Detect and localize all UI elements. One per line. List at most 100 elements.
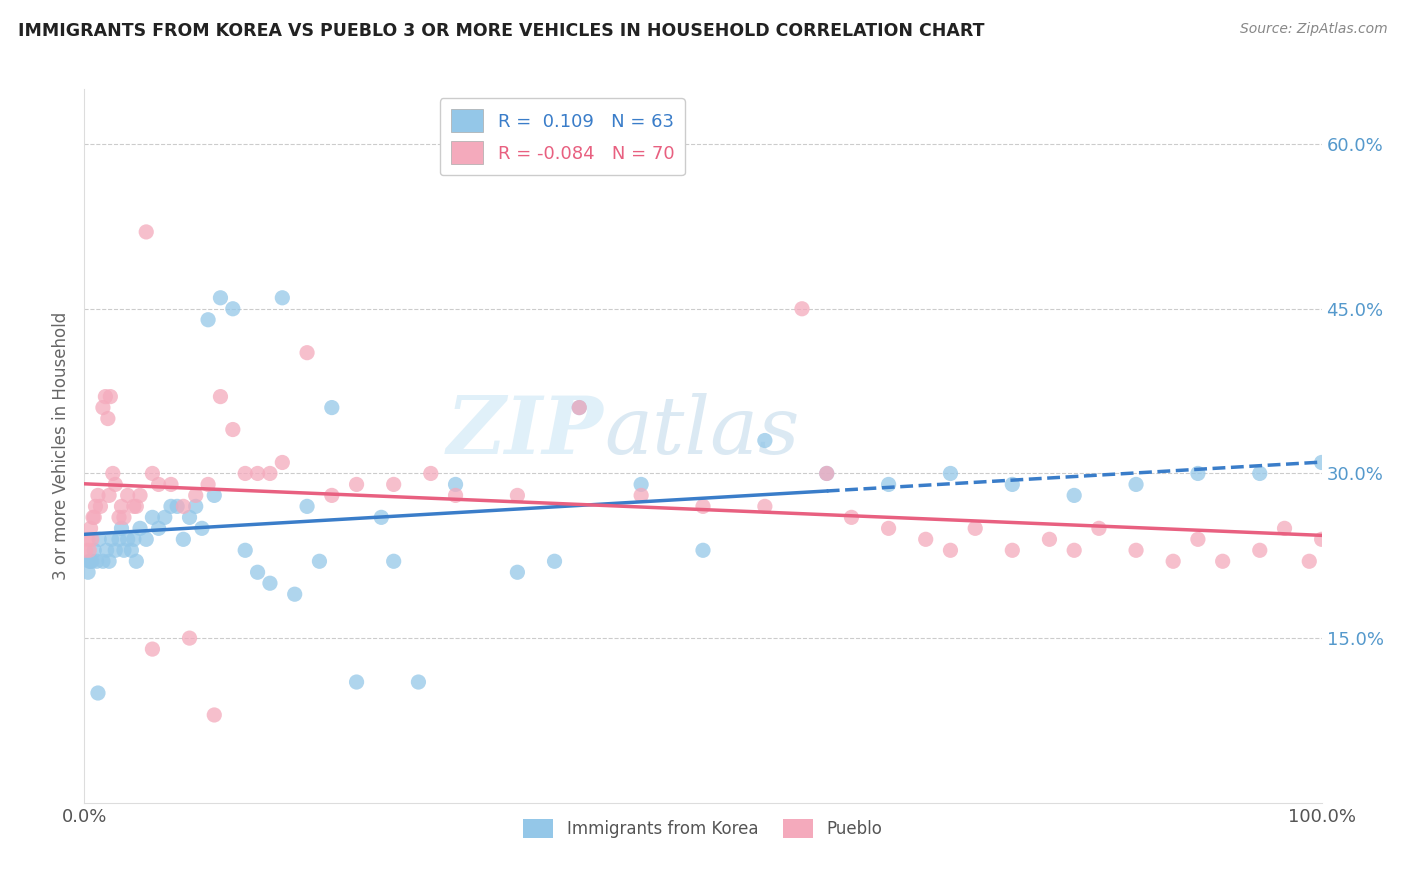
Point: [271, 291, 294, 305]
Point: [77, 533, 100, 547]
Point: [246, 566, 269, 580]
Point: [179, 510, 201, 524]
Point: [141, 467, 163, 481]
Point: [1125, 543, 1147, 558]
Point: [259, 576, 281, 591]
Point: [83, 510, 105, 524]
Point: [965, 521, 987, 535]
Point: [1249, 543, 1271, 558]
Point: [202, 488, 225, 502]
Point: [259, 467, 281, 481]
Point: [94, 390, 117, 404]
Point: [308, 554, 330, 568]
Point: [877, 521, 900, 535]
Point: [202, 708, 225, 723]
Point: [506, 488, 529, 502]
Point: [96, 543, 118, 558]
Text: atlas: atlas: [605, 393, 800, 470]
Point: [184, 488, 207, 502]
Point: [543, 554, 565, 568]
Point: [108, 510, 131, 524]
Point: [382, 477, 405, 491]
Point: [148, 477, 170, 491]
Point: [77, 566, 100, 580]
Point: [630, 477, 652, 491]
Point: [815, 467, 838, 481]
Point: [82, 510, 104, 524]
Point: [1212, 554, 1234, 568]
Point: [110, 521, 132, 535]
Point: [382, 554, 405, 568]
Point: [877, 477, 900, 491]
Point: [125, 500, 148, 514]
Y-axis label: 3 or more Vehicles in Household: 3 or more Vehicles in Household: [52, 312, 70, 580]
Point: [75, 543, 97, 558]
Point: [129, 488, 152, 502]
Point: [98, 390, 121, 404]
Point: [1125, 477, 1147, 491]
Point: [346, 675, 368, 690]
Point: [295, 345, 318, 359]
Point: [1001, 477, 1024, 491]
Point: [246, 467, 269, 481]
Point: [444, 488, 467, 502]
Point: [122, 500, 145, 514]
Point: [630, 488, 652, 502]
Point: [370, 510, 392, 524]
Point: [87, 488, 110, 502]
Point: [166, 500, 188, 514]
Point: [79, 554, 101, 568]
Point: [815, 467, 838, 481]
Point: [1249, 467, 1271, 481]
Point: [1298, 554, 1320, 568]
Point: [1274, 521, 1296, 535]
Point: [790, 301, 813, 316]
Point: [222, 423, 245, 437]
Point: [79, 543, 101, 558]
Point: [233, 467, 256, 481]
Text: Source: ZipAtlas.com: Source: ZipAtlas.com: [1240, 22, 1388, 37]
Point: [83, 543, 105, 558]
Point: [79, 554, 101, 568]
Point: [754, 500, 776, 514]
Point: [122, 533, 145, 547]
Point: [841, 510, 863, 524]
Legend: Immigrants from Korea, Pueblo: Immigrants from Korea, Pueblo: [517, 812, 889, 845]
Point: [914, 533, 936, 547]
Point: [197, 312, 219, 326]
Point: [117, 533, 139, 547]
Point: [84, 500, 107, 514]
Point: [1187, 533, 1209, 547]
Point: [939, 543, 962, 558]
Point: [87, 686, 110, 700]
Point: [86, 554, 108, 568]
Point: [89, 500, 111, 514]
Point: [179, 631, 201, 645]
Point: [321, 401, 343, 415]
Point: [153, 510, 176, 524]
Point: [91, 554, 114, 568]
Point: [295, 500, 318, 514]
Point: [568, 401, 591, 415]
Point: [184, 500, 207, 514]
Point: [197, 477, 219, 491]
Point: [98, 554, 121, 568]
Point: [284, 587, 307, 601]
Point: [1310, 455, 1333, 469]
Point: [1001, 543, 1024, 558]
Point: [233, 543, 256, 558]
Point: [80, 554, 103, 568]
Point: [80, 533, 103, 547]
Point: [1187, 467, 1209, 481]
Point: [125, 554, 148, 568]
Point: [939, 467, 962, 481]
Point: [754, 434, 776, 448]
Point: [112, 543, 135, 558]
Point: [568, 401, 591, 415]
Point: [160, 500, 183, 514]
Point: [148, 521, 170, 535]
Point: [209, 291, 232, 305]
Point: [172, 500, 194, 514]
Point: [120, 543, 142, 558]
Point: [408, 675, 430, 690]
